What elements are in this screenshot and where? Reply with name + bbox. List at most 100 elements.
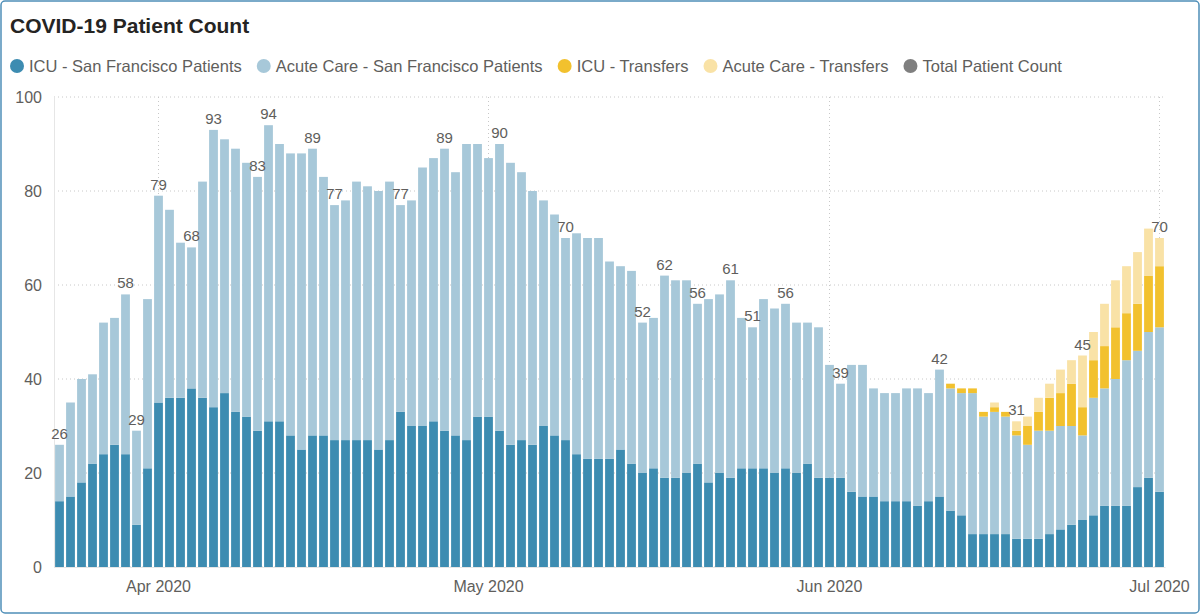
bar <box>253 176 262 177</box>
bar <box>957 388 966 393</box>
bar <box>946 511 955 567</box>
bar <box>957 515 966 567</box>
bar <box>209 129 218 130</box>
bar <box>935 497 944 568</box>
tick: Jun 2020 <box>797 567 863 595</box>
bar <box>913 388 922 389</box>
bar <box>165 209 174 210</box>
bar <box>220 393 229 567</box>
bar <box>473 417 482 567</box>
bar <box>858 364 867 365</box>
bar <box>88 464 97 567</box>
bar <box>88 374 97 375</box>
bar <box>605 459 614 567</box>
bar <box>143 299 152 468</box>
bar <box>429 421 438 567</box>
bar <box>451 172 460 173</box>
bar <box>209 130 218 407</box>
bar <box>286 435 295 567</box>
bar <box>517 172 526 440</box>
bar <box>715 294 724 295</box>
bar <box>616 450 625 568</box>
bar <box>825 365 834 478</box>
bar <box>561 238 570 440</box>
bar <box>176 243 185 398</box>
bar <box>253 431 262 567</box>
data-label: 90 <box>491 124 508 141</box>
bar <box>1144 276 1153 332</box>
bar <box>781 304 790 469</box>
bar <box>462 440 471 567</box>
bar <box>671 478 680 567</box>
bar <box>220 139 229 140</box>
bar <box>330 205 339 206</box>
bar <box>759 299 768 468</box>
data-label: 26 <box>51 425 68 442</box>
bar <box>858 364 867 365</box>
bar <box>517 440 526 567</box>
bar <box>627 271 636 464</box>
bar <box>1144 478 1153 567</box>
bar <box>484 158 493 159</box>
bar <box>473 144 482 145</box>
bar <box>605 261 614 262</box>
bar <box>506 162 515 163</box>
data-label: 89 <box>436 129 453 146</box>
bar <box>1111 506 1120 567</box>
bar <box>913 388 922 389</box>
bar <box>429 158 438 159</box>
bar <box>154 403 163 568</box>
bar <box>880 393 889 501</box>
bar <box>253 177 262 431</box>
bar <box>902 388 911 389</box>
data-label: 56 <box>689 284 706 301</box>
bar <box>319 177 328 436</box>
bar <box>1056 529 1065 567</box>
data-label: 61 <box>722 260 739 277</box>
bar <box>660 478 669 567</box>
tick: 0 <box>33 559 54 576</box>
bar <box>792 473 801 567</box>
bar <box>902 388 911 389</box>
bar <box>605 261 614 262</box>
bar <box>385 181 394 182</box>
bar <box>495 144 504 145</box>
bar <box>737 318 746 468</box>
bar <box>352 181 361 182</box>
bar <box>539 200 548 201</box>
bar <box>77 482 86 567</box>
bar <box>792 322 801 323</box>
bar <box>451 435 460 567</box>
bar <box>341 440 350 567</box>
bar <box>484 158 493 417</box>
bar <box>1078 435 1087 520</box>
data-label: 39 <box>832 364 849 381</box>
grid <box>54 97 1165 567</box>
bar <box>110 317 119 318</box>
bar <box>352 440 361 567</box>
bar <box>891 393 900 394</box>
data-label: 62 <box>656 256 673 273</box>
bar <box>616 266 625 267</box>
bar <box>407 426 416 567</box>
bar <box>561 238 570 239</box>
bar <box>627 270 636 271</box>
bar <box>363 440 372 567</box>
bar <box>462 144 471 145</box>
bar <box>55 501 64 567</box>
bar <box>121 294 130 454</box>
bar <box>759 468 768 567</box>
bar <box>110 445 119 567</box>
tick-label: Jul 2020 <box>1129 578 1190 595</box>
bar <box>847 365 856 492</box>
bar <box>726 280 735 477</box>
series-bars <box>990 229 1164 431</box>
bar <box>1111 379 1120 506</box>
bar <box>572 454 581 567</box>
bar <box>132 431 141 525</box>
bar <box>748 468 757 567</box>
bar <box>77 379 86 380</box>
bar <box>869 388 878 389</box>
bar <box>77 379 86 380</box>
bar <box>308 148 317 149</box>
